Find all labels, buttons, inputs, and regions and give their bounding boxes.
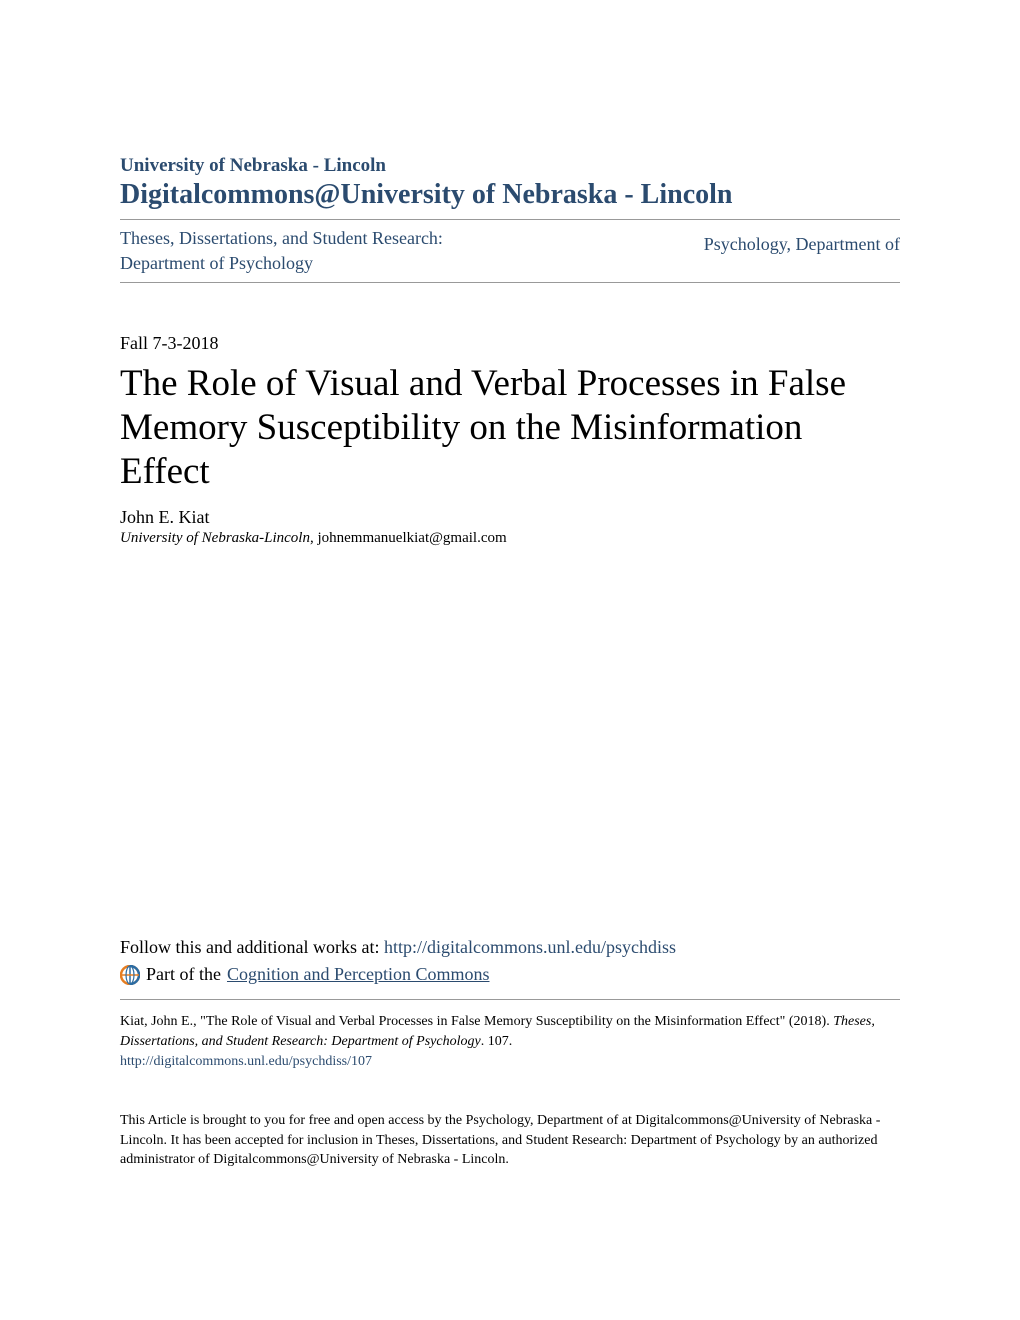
follow-url-link[interactable]: http://digitalcommons.unl.edu/psychdiss [384,937,676,957]
part-of-prefix: Part of the [146,964,221,985]
follow-prefix: Follow this and additional works at: [120,937,384,957]
collection-link-right[interactable]: Psychology, Department of [704,226,900,255]
author-name: John E. Kiat [120,507,900,528]
header-divider [120,219,900,220]
citation-url-link[interactable]: http://digitalcommons.unl.edu/psychdiss/… [120,1054,372,1069]
network-icon [120,965,140,985]
collection-link-left[interactable]: Theses, Dissertations, and Student Resea… [120,226,443,276]
subject-link[interactable]: Cognition and Perception Commons [227,964,490,985]
part-of-row: Part of the Cognition and Perception Com… [120,964,900,985]
header-divider-bottom [120,282,900,283]
author-email: , johnemmanuelkiat@gmail.com [310,530,507,546]
header-links-row: Theses, Dissertations, and Student Resea… [120,226,900,276]
article-title: The Role of Visual and Verbal Processes … [120,362,900,493]
collection-left-line1: Theses, Dissertations, and Student Resea… [120,228,443,248]
collection-left-line2: Department of Psychology [120,253,313,273]
author-institution: University of Nebraska-Lincoln [120,530,310,546]
citation-text-1: Kiat, John E., "The Role of Visual and V… [120,1014,833,1029]
repository-name[interactable]: Digitalcommons@University of Nebraska - … [120,179,900,211]
follow-section: Follow this and additional works at: htt… [120,937,900,985]
mid-divider [120,999,900,1000]
disclaimer-block: This Article is brought to you for free … [120,1111,900,1170]
citation-text-2: . 107. [481,1034,513,1049]
follow-line: Follow this and additional works at: htt… [120,937,900,958]
institution-name[interactable]: University of Nebraska - Lincoln [120,155,900,177]
citation-block: Kiat, John E., "The Role of Visual and V… [120,1012,900,1071]
author-affiliation: University of Nebraska-Lincoln, johnemma… [120,530,900,547]
publication-date: Fall 7-3-2018 [120,333,900,354]
